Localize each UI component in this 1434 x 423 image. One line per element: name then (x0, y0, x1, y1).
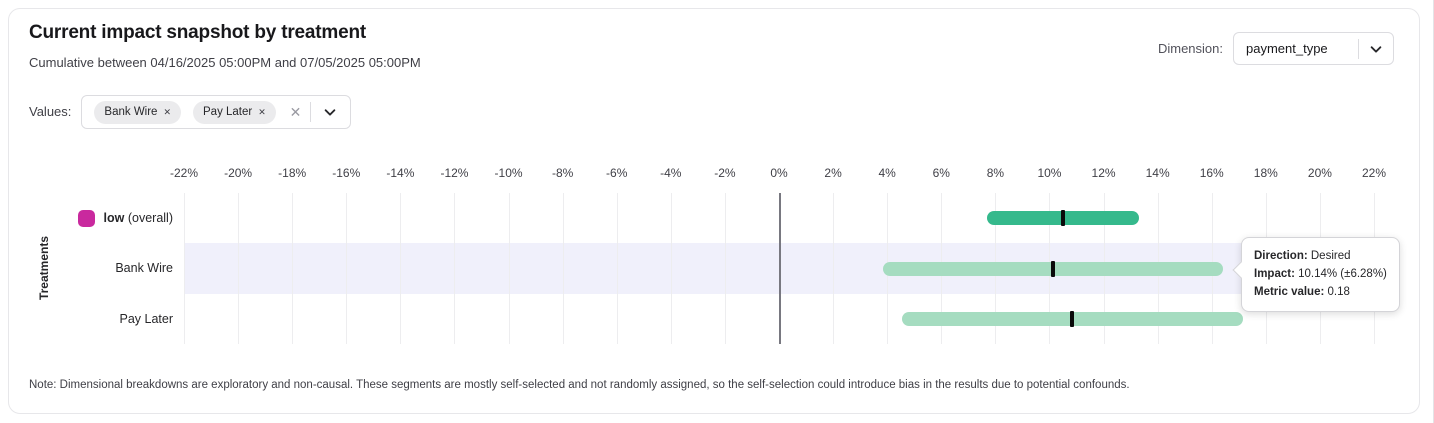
zero-axis-line (779, 193, 781, 344)
x-axis-tick-label: -14% (386, 166, 415, 180)
treatment-row-label: Pay Later (119, 294, 173, 344)
chip-label: Bank Wire (104, 106, 158, 118)
x-axis-tick-label: -20% (224, 166, 253, 180)
gridline (833, 193, 835, 344)
gridline (670, 193, 672, 344)
date-range-subtitle: Cumulative between 04/16/2025 05:00PM an… (29, 55, 421, 70)
chip-remove-icon[interactable]: ✕ (163, 106, 171, 117)
values-filter-row: Values: Bank Wire ✕ Pay Later ✕ ✕ (29, 95, 352, 129)
gridline (616, 193, 618, 344)
values-multiselect[interactable]: Bank Wire ✕ Pay Later ✕ ✕ (81, 95, 352, 129)
dimension-control: Dimension: payment_type (1158, 32, 1394, 65)
page-title: Current impact snapshot by treatment (29, 22, 366, 43)
tooltip-impact-label: Impact: (1254, 268, 1295, 280)
tooltip-direction-value: Desired (1310, 250, 1351, 262)
gridline (562, 193, 564, 344)
x-axis-tick-label: -8% (551, 166, 574, 180)
bar-tooltip: Direction: Desired Impact: 10.14% (±6.28… (1232, 237, 1400, 312)
x-axis-tick-label: 18% (1253, 166, 1278, 180)
gridline (454, 193, 456, 344)
treatment-row-label: low (overall) (77, 193, 173, 243)
impact-point-marker (1051, 260, 1056, 277)
gridline (400, 193, 402, 344)
x-axis-tick-label: 8% (986, 166, 1005, 180)
x-axis-tick-label: -6% (606, 166, 628, 180)
gridline (184, 193, 185, 344)
gridline (346, 193, 348, 344)
chip-label: Pay Later (203, 106, 253, 118)
gridline (238, 193, 240, 344)
x-axis-tick-label: -18% (278, 166, 307, 180)
treatment-row-label: Bank Wire (115, 243, 173, 293)
dimension-select[interactable]: payment_type (1233, 32, 1394, 65)
chevron-down-icon[interactable] (1359, 42, 1393, 56)
values-actions: ✕ (290, 102, 341, 122)
divider (1358, 38, 1359, 59)
x-axis-tick-label: 10% (1037, 166, 1062, 180)
exploratory-note: Note: Dimensional breakdowns are explora… (29, 379, 1130, 391)
treatment-name: Bank Wire (115, 261, 173, 276)
x-axis-tick-label: 16% (1199, 166, 1224, 180)
gridline (508, 193, 510, 344)
x-axis-tick-label: 12% (1091, 166, 1116, 180)
tooltip-direction-label: Direction: (1254, 250, 1308, 262)
treatment-name: low (overall) (103, 211, 173, 226)
x-axis-tick-label: -22% (169, 166, 199, 180)
dimension-selected-value: payment_type (1246, 41, 1328, 56)
x-axis-tick-label: 2% (824, 166, 842, 180)
x-axis-tick-label: -12% (440, 166, 469, 180)
impact-chart-plot: -22% -20% -18% -16% -14% -12% -10% -8% -6% -4% -2%… (170, 166, 1386, 344)
treatment-row-labels: low (overall) Bank Wire Pay Later (29, 193, 173, 344)
impact-point-marker (1060, 210, 1065, 227)
x-axis-tick-label: 6% (932, 166, 950, 180)
tooltip-metric-label: Metric value: (1254, 286, 1325, 298)
x-axis-tick-label: -4% (660, 166, 682, 180)
x-axis-tick-label: 20% (1307, 166, 1332, 180)
chip-remove-icon[interactable]: ✕ (258, 106, 266, 117)
x-axis-tick-label: -10% (494, 166, 523, 180)
impact-point-marker (1070, 310, 1075, 327)
divider (310, 102, 312, 122)
x-axis-tick-label: 22% (1361, 166, 1387, 180)
gridline (724, 193, 726, 344)
x-axis-tick-label: -16% (332, 166, 361, 180)
impact-snapshot-card: Current impact snapshot by treatment Cum… (8, 8, 1420, 414)
value-chip-pay-later[interactable]: Pay Later ✕ (193, 100, 276, 124)
dimension-label: Dimension: (1157, 41, 1223, 56)
chevron-down-icon[interactable] (320, 105, 340, 119)
treatment-name: Pay Later (119, 311, 173, 326)
x-axis-tick-label: 0% (770, 166, 788, 180)
x-axis-tick-label: -2% (714, 166, 736, 180)
value-chip-bank-wire[interactable]: Bank Wire ✕ (94, 100, 181, 124)
values-label: Values: (29, 104, 72, 119)
x-axis-tick-label: 14% (1145, 166, 1170, 180)
clear-all-icon[interactable]: ✕ (289, 104, 302, 120)
gridline (292, 193, 294, 344)
tooltip-metric-value: 0.18 (1327, 286, 1350, 298)
tooltip-impact-value: 10.14% (±6.28%) (1298, 268, 1387, 280)
x-axis-tick-label: 4% (878, 166, 896, 180)
legend-color-swatch (77, 209, 95, 227)
